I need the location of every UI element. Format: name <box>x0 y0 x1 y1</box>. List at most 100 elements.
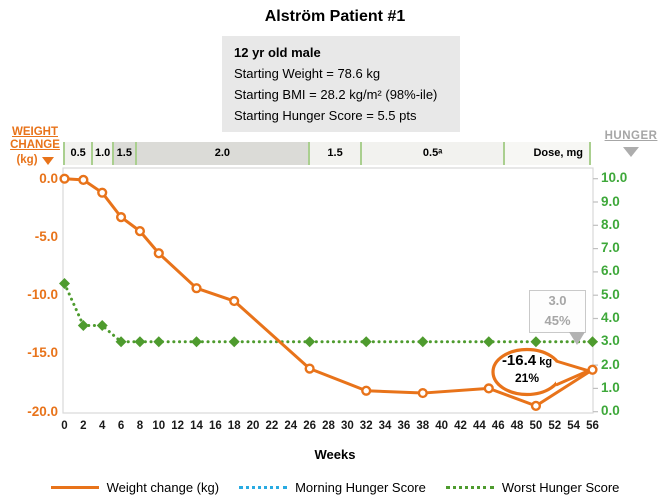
left-axis-tick-label: -10.0 <box>27 287 58 303</box>
x-tick-label: 38 <box>416 420 430 432</box>
right-axis-title-text: HUNGER <box>604 130 658 142</box>
weight-callout-percent: 21% <box>514 371 540 385</box>
legend-item: Worst Hunger Score <box>445 480 620 495</box>
weight-change-circle-marker <box>115 212 127 223</box>
weight-change-circle-marker <box>229 295 240 307</box>
gray-arrow-down-icon <box>623 147 639 157</box>
x-tick-label: 18 <box>227 420 241 432</box>
weight-change-circle-marker <box>134 226 146 237</box>
worst-hunger-diamond-marker <box>228 336 240 348</box>
x-tick-label: 2 <box>80 420 87 432</box>
weight-callout-unit: kg <box>539 356 553 368</box>
worst-hunger-diamond-marker <box>115 336 127 348</box>
x-tick-label: 44 <box>472 420 486 432</box>
legend-label: Morning Hunger Score <box>295 480 426 495</box>
right-axis-tick-label: 10.0 <box>601 170 628 186</box>
hunger-callout-pointer-icon <box>569 332 585 345</box>
weight-change-circle-marker <box>97 187 108 198</box>
left-axis-tick-label: -20.0 <box>27 403 58 419</box>
right-axis-title: HUNGER <box>598 130 664 157</box>
right-axis-tick-label: 1.0 <box>601 379 620 395</box>
weight-change-circle-marker <box>530 400 542 411</box>
weight-callout-value: -16.4 <box>501 352 537 369</box>
dose-segment: 1.5 <box>112 142 135 165</box>
worst-hunger-diamond-marker <box>191 336 202 348</box>
worst-hunger-diamond-marker <box>304 336 316 348</box>
left-axis-title-unit: (kg) <box>16 154 38 166</box>
x-axis-label: Weeks <box>314 447 356 462</box>
left-axis-title-line: CHANGE <box>10 139 60 151</box>
weight-change-line <box>64 177 594 408</box>
left-axis-title: WEIGHT CHANGE (kg) <box>2 126 68 167</box>
x-tick-label: 12 <box>171 420 185 432</box>
x-tick-label: 28 <box>322 420 335 432</box>
right-axis-tick-label: 8.0 <box>601 216 620 232</box>
dose-segment: 1.0 <box>91 142 113 165</box>
hunger-callout: 3.0 45% <box>529 290 586 333</box>
weight-callout: -16.4 kg 21% <box>482 353 572 386</box>
left-axis-tick-label: -5.0 <box>34 228 58 244</box>
right-axis-tick-label: 4.0 <box>601 310 620 325</box>
hunger-callout-percent: 45% <box>544 313 571 328</box>
weight-change-circle-marker <box>153 248 164 259</box>
worst-hunger-diamond-marker <box>59 278 70 290</box>
weight-change-circle-marker <box>78 174 89 185</box>
x-tick-label: 6 <box>117 420 125 432</box>
worst-hunger-diamond-marker <box>483 336 495 348</box>
dose-segment: 2.0 <box>134 142 309 165</box>
legend-label: Weight change (kg) <box>106 480 220 495</box>
left-axis-title-line: WEIGHT <box>12 126 58 138</box>
x-tick-label: 32 <box>359 420 373 432</box>
legend-dotted-line-icon <box>239 486 288 489</box>
legend-label: Worst Hunger Score <box>501 480 620 495</box>
right-axis-tick-label: 7.0 <box>601 240 620 256</box>
x-tick-label: 26 <box>303 420 317 432</box>
right-axis-tick-label: 6.0 <box>601 263 620 279</box>
legend-item: Weight change (kg) <box>50 480 220 495</box>
x-tick-label: 56 <box>586 420 599 432</box>
x-tick-label: 52 <box>548 420 562 432</box>
worst-hunger-diamond-marker <box>587 336 598 348</box>
weight-change-circle-marker <box>191 283 202 294</box>
right-axis-tick-label: 5.0 <box>601 286 620 302</box>
x-tick-label: 48 <box>510 420 524 432</box>
right-axis-tick-label: 3.0 <box>601 333 620 349</box>
orange-arrow-down-icon <box>41 156 54 165</box>
worst-hunger-diamond-marker <box>96 319 108 331</box>
x-tick-label: 14 <box>190 420 203 432</box>
x-tick-label: 22 <box>265 420 279 432</box>
weight-change-circle-marker <box>587 364 598 375</box>
dose-segment: 0.5ᵃ <box>360 142 504 165</box>
x-tick-label: 42 <box>454 420 467 432</box>
legend: Weight change (kg) Morning Hunger Score Wo… <box>0 480 670 495</box>
left-axis-tick-label: 0.0 <box>39 170 58 186</box>
x-tick-label: 30 <box>340 420 354 432</box>
x-tick-label: 36 <box>397 420 411 432</box>
x-tick-label: 50 <box>529 420 543 432</box>
weight-change-circle-marker <box>417 387 428 399</box>
weight-change-circle-marker <box>483 383 494 394</box>
x-tick-label: 0 <box>61 420 68 432</box>
right-axis-tick-label: 9.0 <box>601 193 620 209</box>
patient-info-title: 12 yr old male <box>234 45 321 60</box>
x-tick-label: 8 <box>136 420 144 432</box>
hunger-callout-value: 3.0 <box>548 293 567 308</box>
x-tick-label: 16 <box>208 420 222 432</box>
weight-change-circle-marker <box>361 385 372 396</box>
x-tick-label: 24 <box>284 420 298 432</box>
worst-hunger-diamond-marker <box>134 336 146 348</box>
legend-dotted-line-icon <box>445 486 494 489</box>
worst-hunger-line <box>63 282 594 344</box>
patient-info-line: Starting Hunger Score = 5.5 pts <box>234 108 417 123</box>
x-tick-label: 34 <box>378 420 392 432</box>
x-tick-label: 10 <box>152 420 166 432</box>
x-tick-label: 4 <box>99 420 106 432</box>
worst-hunger-diamond-marker <box>77 319 89 331</box>
x-tick-label: 46 <box>491 420 505 432</box>
dose-segment: 1.5 <box>308 142 360 165</box>
x-tick-label: 54 <box>567 420 581 432</box>
worst-hunger-diamond-marker <box>530 336 542 348</box>
right-axis-tick-label: 0.0 <box>601 403 620 419</box>
